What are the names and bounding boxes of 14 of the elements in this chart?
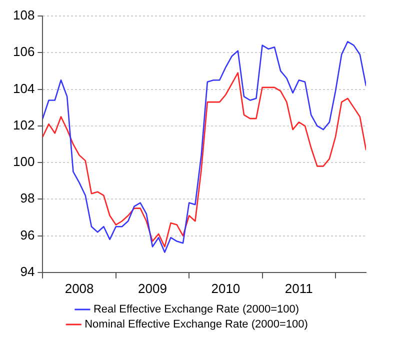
- y-tick-label: 104: [12, 80, 35, 96]
- x-tick-label: 2008: [64, 280, 94, 296]
- legend-label: Nominal Effective Exchange Rate (2000=100): [84, 318, 308, 331]
- y-tick-label: 100: [12, 154, 35, 170]
- x-tick-label: 2011: [284, 280, 313, 296]
- y-tick-label: 108: [12, 8, 35, 23]
- y-tick-label: 102: [12, 117, 35, 132]
- legend-label: Real Effective Exchange Rate (2000=100): [93, 304, 300, 316]
- y-tick-label: 98: [20, 190, 35, 206]
- y-tick-label: 96: [20, 227, 35, 242]
- x-tick-label: 2009: [138, 280, 167, 296]
- y-tick-label: 94: [20, 264, 35, 279]
- y-tick-label: 106: [12, 44, 35, 60]
- x-tick-label: 2010: [211, 280, 240, 296]
